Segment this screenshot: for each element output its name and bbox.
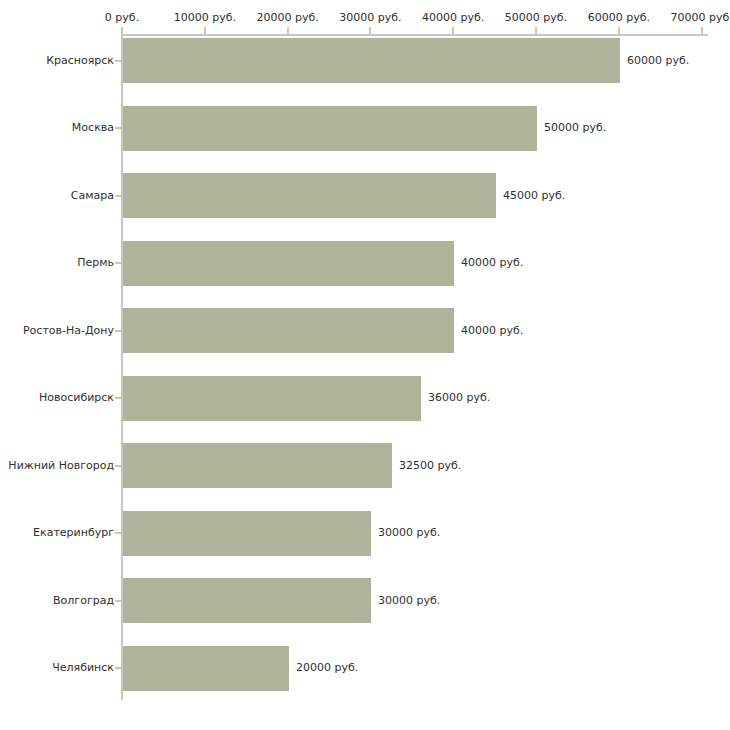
category-label: Ростов-На-Дону: [0, 323, 114, 339]
y-axis-tick-mark: [115, 465, 121, 467]
y-axis-tick-mark: [115, 600, 121, 602]
y-axis-tick-mark: [115, 667, 121, 669]
bar-value-label: 32500 руб.: [399, 458, 461, 474]
category-label: Москва: [0, 120, 114, 136]
category-label: Самара: [0, 188, 114, 204]
bar-value-label: 45000 руб.: [503, 188, 565, 204]
x-axis-tick-label: 20000 руб.: [256, 10, 318, 26]
bar: [123, 443, 392, 488]
bar: [123, 241, 454, 286]
bar-value-label: 30000 руб.: [378, 593, 440, 609]
category-label: Волгоград: [0, 593, 114, 609]
bar-value-label: 40000 руб.: [461, 323, 523, 339]
x-axis-tick-label: 30000 руб.: [339, 10, 401, 26]
x-axis-line: [121, 34, 708, 36]
y-axis-tick-mark: [115, 397, 121, 399]
category-label: Пермь: [0, 255, 114, 271]
x-axis-tick-label: 50000 руб.: [505, 10, 567, 26]
y-axis-tick-mark: [115, 127, 121, 129]
bar: [123, 578, 371, 623]
bar: [123, 106, 537, 151]
horizontal-bar-chart: 0 руб. 10000 руб. 20000 руб. 30000 руб. 4000…: [0, 0, 730, 730]
category-label: Красноярск: [0, 53, 114, 69]
bar: [123, 308, 454, 353]
y-axis-tick-mark: [115, 330, 121, 332]
bar-value-label: 40000 руб.: [461, 255, 523, 271]
y-axis-tick-mark: [115, 262, 121, 264]
y-axis-tick-mark: [115, 195, 121, 197]
category-label: Нижний Новгород: [0, 458, 114, 474]
x-axis-tick-label: 0 руб.: [105, 10, 139, 26]
category-label: Новосибирск: [0, 390, 114, 406]
bar: [123, 511, 371, 556]
x-axis-tick-label: 70000 руб.: [670, 10, 730, 26]
bar-value-label: 20000 руб.: [296, 660, 358, 676]
category-label: Екатеринбург: [0, 525, 114, 541]
x-axis-tick-label: 60000 руб.: [588, 10, 650, 26]
x-axis-tick-label: 40000 руб.: [422, 10, 484, 26]
y-axis-tick-mark: [115, 60, 121, 62]
bar: [123, 38, 620, 83]
category-label: Челябинск: [0, 660, 114, 676]
bar: [123, 376, 421, 421]
bar-value-label: 60000 руб.: [627, 53, 689, 69]
bar-value-label: 50000 руб.: [544, 120, 606, 136]
bar: [123, 173, 496, 218]
y-axis-tick-mark: [115, 532, 121, 534]
bar-value-label: 36000 руб.: [428, 390, 490, 406]
bar-value-label: 30000 руб.: [378, 525, 440, 541]
bar: [123, 646, 289, 691]
x-axis-tick-label: 10000 руб.: [174, 10, 236, 26]
